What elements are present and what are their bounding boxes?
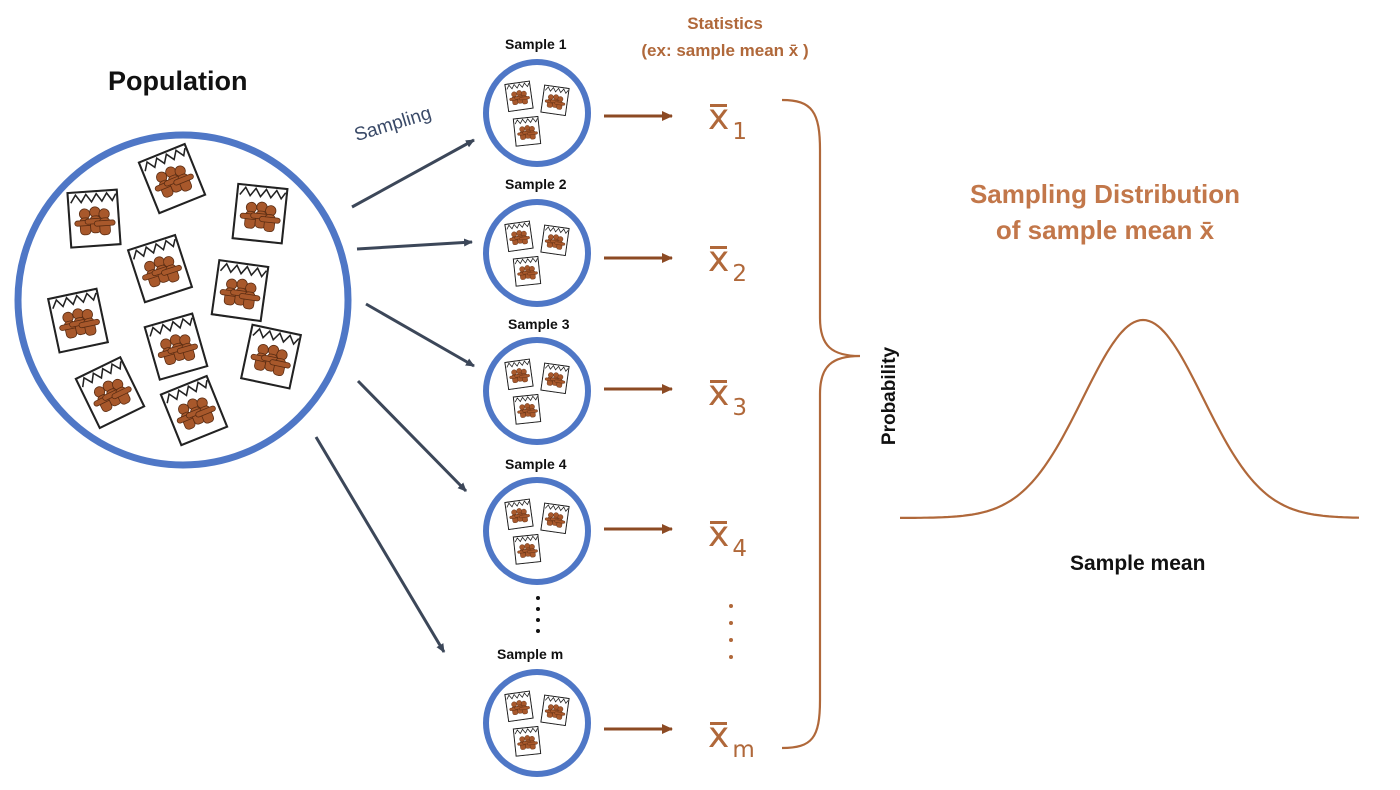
ellipsis-dot — [729, 638, 733, 642]
sample-cookie-bag-icon — [512, 393, 542, 425]
sample-circle — [483, 59, 591, 167]
distribution-title-line1: Sampling Distribution — [969, 179, 1241, 209]
sample-circle — [483, 337, 591, 445]
sampling-arrow — [365, 302, 475, 368]
ellipsis-dot — [536, 618, 540, 622]
statistics-title: Statistics (ex: sample mean x̄ ) — [620, 10, 830, 64]
sample-cookie-bag-icon — [512, 115, 542, 147]
sampling-arrow — [351, 138, 475, 209]
ellipsis-dot — [536, 596, 540, 600]
population-cookie-bag-icon — [231, 182, 289, 245]
ellipsis-dot — [729, 604, 733, 608]
sample-mean-axis-label: Sample mean — [1070, 552, 1206, 575]
statistics-line1: Statistics — [687, 14, 763, 33]
population-cookie-bag-icon — [66, 188, 122, 249]
statistics-line2: (ex: sample mean x̄ ) — [641, 41, 809, 60]
ellipsis-dot — [729, 621, 733, 625]
ellipsis-dot — [729, 655, 733, 659]
sample-circle — [483, 477, 591, 585]
sample-cookie-bag-icon — [540, 362, 570, 395]
sample-circle — [483, 199, 591, 307]
sample-cookie-bag-icon — [512, 725, 542, 757]
sampling-arrow — [314, 436, 446, 653]
sample-cookie-bag-icon — [540, 694, 570, 727]
population-cookie-bag-icon — [47, 287, 109, 354]
distribution-title: Sampling Distribution of sample mean x̄ — [920, 176, 1290, 248]
sample-2-label: Sample 2 — [505, 176, 567, 192]
sample-m-label: Sample m — [497, 646, 564, 662]
sample-cookie-bag-icon — [504, 220, 534, 253]
sample-cookie-bag-icon — [540, 502, 570, 535]
sample-cookie-bag-icon — [504, 690, 534, 723]
distribution-curve — [900, 318, 1360, 519]
ellipsis-dot — [536, 629, 540, 633]
sample-cookie-bag-icon — [504, 498, 534, 531]
sample-cookie-bag-icon — [512, 255, 542, 287]
sample-cookie-bag-icon — [540, 224, 570, 257]
population-title: Population — [108, 66, 248, 96]
sample-cookie-bag-icon — [540, 84, 570, 117]
sample-cookie-bag-icon — [504, 358, 534, 391]
sample-1-label: Sample 1 — [505, 36, 567, 52]
curly-brace — [781, 98, 861, 750]
sampling-arrow — [356, 379, 468, 493]
probability-axis-label: Probability — [879, 346, 900, 446]
distribution-title-line2: of sample mean x̄ — [995, 215, 1215, 245]
sample-cookie-bag-icon — [512, 533, 542, 565]
population-cookie-bag-icon — [240, 323, 302, 390]
sample-circle — [483, 669, 591, 777]
sample-4-label: Sample 4 — [505, 456, 567, 472]
sampling-arrow — [356, 238, 473, 251]
sample-cookie-bag-icon — [504, 80, 534, 113]
population-cookie-bag-icon — [210, 259, 270, 323]
ellipsis-dot — [536, 607, 540, 611]
sample-3-label: Sample 3 — [508, 316, 570, 332]
